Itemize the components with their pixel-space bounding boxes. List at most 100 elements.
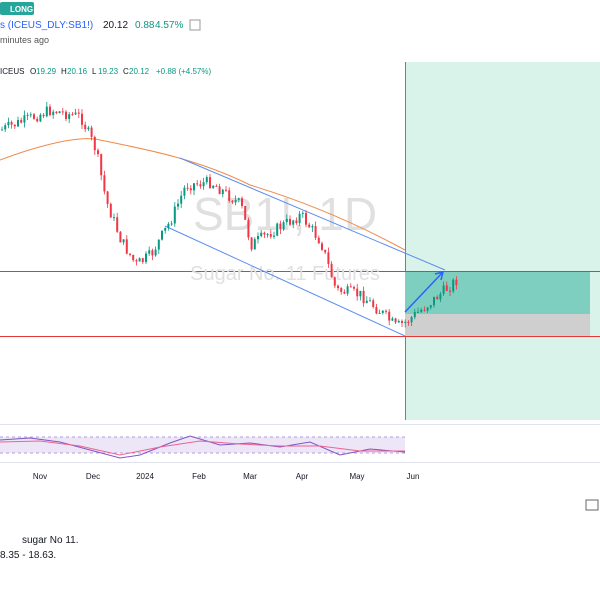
- ohlc-legend: O 19.29 H 20.16 L 19.23 C 20.12 +0.88 (+4.57%): [30, 67, 211, 76]
- candle: [173, 206, 176, 224]
- candle: [215, 185, 218, 187]
- date-axis: Nov Dec 2024 Feb Mar Apr May Jun: [33, 472, 420, 481]
- candle: [231, 200, 234, 203]
- candle: [135, 260, 138, 262]
- candle: [103, 175, 106, 192]
- candle: [378, 312, 381, 314]
- candle: [100, 154, 103, 176]
- candle: [381, 310, 384, 313]
- candle: [356, 288, 359, 297]
- candle: [122, 239, 125, 243]
- candle: [183, 187, 186, 196]
- candle: [157, 239, 160, 250]
- candle: [106, 191, 109, 204]
- change: 0.88: [135, 20, 155, 31]
- profit-zone: [405, 272, 590, 314]
- candle: [218, 186, 221, 195]
- ohlc-label: O: [30, 67, 36, 76]
- stop-zone: [405, 314, 590, 336]
- candle: [26, 114, 29, 116]
- candle: [199, 184, 202, 187]
- candle: [116, 217, 119, 232]
- candle: [343, 291, 346, 294]
- date-label: Feb: [192, 472, 206, 481]
- candles: [1, 102, 458, 328]
- candle: [209, 177, 211, 189]
- date-label: Mar: [243, 472, 257, 481]
- settings-icon[interactable]: [585, 499, 599, 511]
- candle: [420, 309, 423, 312]
- candle: [385, 310, 387, 312]
- candle: [298, 213, 301, 224]
- candle: [45, 106, 48, 117]
- candle: [260, 232, 263, 236]
- symbol[interactable]: s (ICEUS_DLY:SB1!): [0, 20, 93, 31]
- candle: [33, 114, 35, 119]
- candle: [247, 219, 250, 238]
- candle: [202, 182, 205, 187]
- candle: [305, 212, 307, 225]
- candle: [423, 309, 426, 311]
- candle: [407, 321, 410, 323]
- candle: [61, 111, 64, 113]
- candle: [289, 218, 291, 225]
- candle: [113, 217, 115, 219]
- candle: [36, 118, 39, 122]
- candle: [324, 249, 327, 253]
- candle: [295, 220, 298, 224]
- arrow: [404, 271, 444, 313]
- candle: [42, 114, 45, 117]
- candle: [17, 120, 19, 127]
- candle: [445, 285, 448, 291]
- caption-line: 8.35 - 18.63.: [0, 550, 56, 561]
- channel-upper: [179, 157, 446, 271]
- candle: [58, 111, 61, 114]
- candle: [167, 223, 170, 228]
- candle: [369, 300, 371, 302]
- candle: [84, 124, 87, 130]
- candle: [244, 206, 247, 220]
- candle: [141, 258, 144, 262]
- date-label: Nov: [33, 472, 47, 481]
- candle: [285, 218, 288, 223]
- candle: [68, 114, 71, 119]
- ohlc-label: C: [123, 67, 129, 76]
- badge-bg: [0, 2, 34, 15]
- candle: [77, 112, 80, 114]
- candle: [234, 199, 237, 203]
- candle: [125, 239, 128, 254]
- candle: [417, 311, 419, 313]
- candle: [196, 183, 199, 185]
- candle: [276, 223, 279, 236]
- candle: [340, 288, 343, 292]
- ohlc-value: 20.16: [67, 67, 88, 76]
- candle: [52, 111, 55, 116]
- ohlc-change: +0.88 (+4.57%): [156, 67, 211, 76]
- icon[interactable]: [189, 19, 201, 31]
- candle: [353, 287, 355, 289]
- candle: [225, 189, 227, 191]
- candle: [273, 235, 275, 237]
- candle: [93, 136, 96, 151]
- candle: [170, 223, 173, 225]
- candle: [269, 234, 272, 237]
- legend-exchange: ICEUS: [0, 67, 24, 76]
- candle: [375, 306, 378, 314]
- candle: [397, 320, 400, 323]
- candle: [13, 124, 16, 127]
- candle: [180, 195, 183, 204]
- candle: [10, 121, 13, 125]
- candle: [337, 285, 339, 289]
- candle: [29, 114, 32, 116]
- candle: [365, 300, 368, 304]
- candle: [455, 279, 458, 286]
- candle: [314, 226, 317, 238]
- ohlc-label: L: [92, 67, 97, 76]
- candle: [65, 111, 67, 119]
- candle: [4, 125, 7, 130]
- candle: [161, 230, 163, 240]
- candle: [452, 279, 455, 292]
- date-label: Jun: [407, 472, 420, 481]
- candle: [442, 285, 445, 294]
